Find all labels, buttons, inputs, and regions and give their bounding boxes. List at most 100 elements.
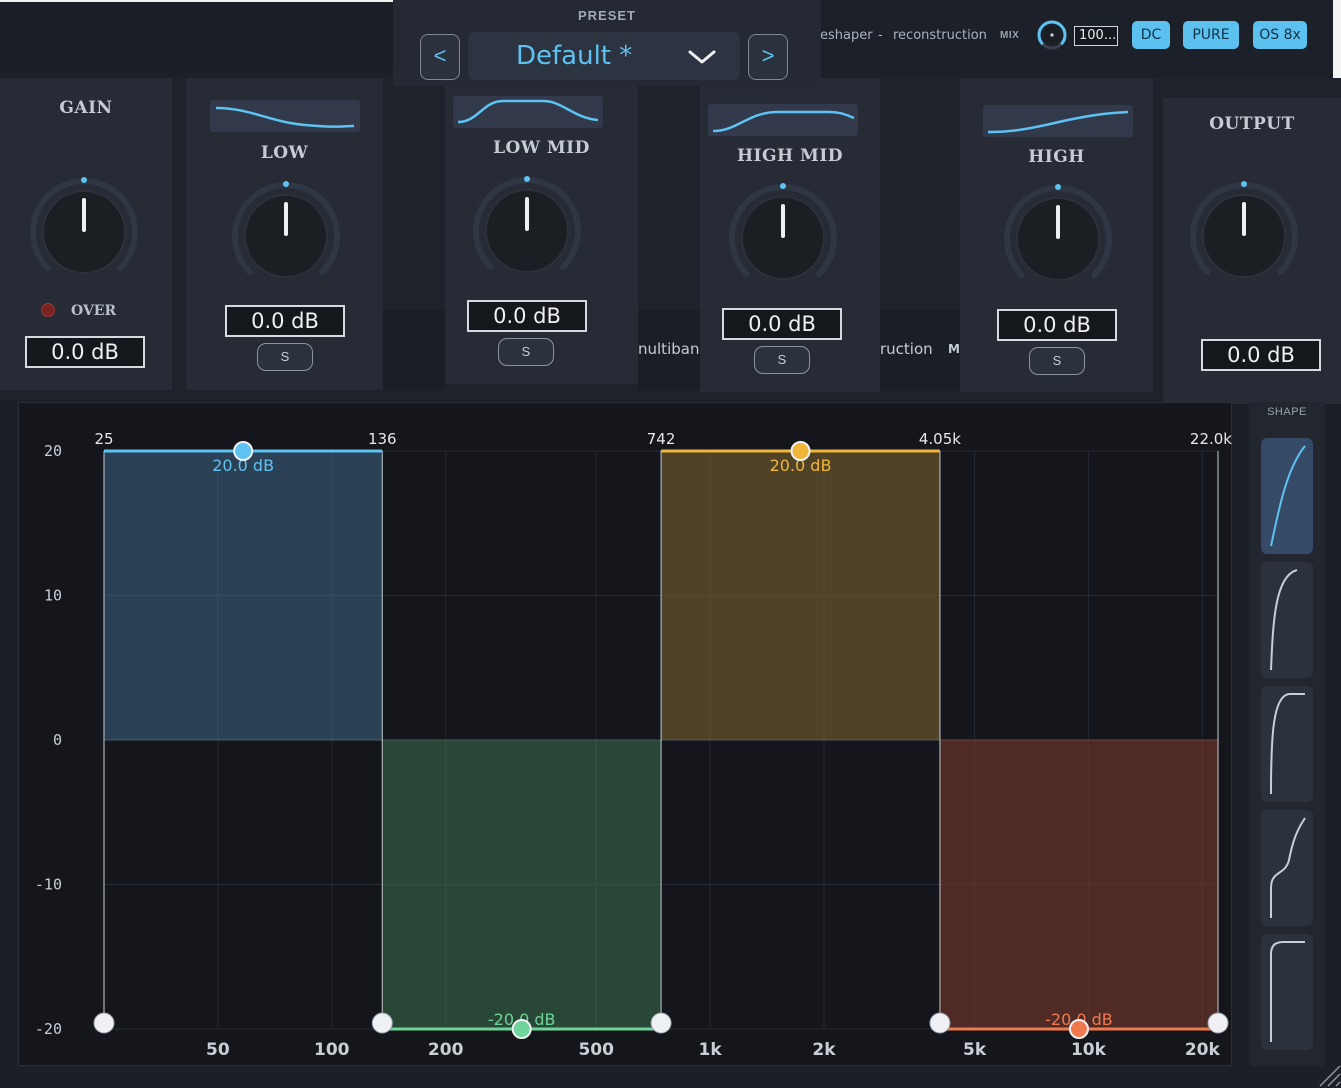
solo-button-low[interactable]: S	[257, 343, 313, 371]
mix-label: MIX	[1000, 30, 1020, 41]
gain-knob[interactable]	[26, 174, 142, 290]
window-edge	[1333, 0, 1341, 78]
band-area-low-mid	[382, 740, 662, 1029]
band-gain-handle[interactable]	[790, 441, 811, 461]
x-tick-label: 500	[578, 1040, 614, 1060]
x-tick-label: 1k	[699, 1040, 723, 1060]
mix-value-field[interactable]: 100...	[1074, 26, 1118, 46]
preset-dropdown[interactable]: Default *	[468, 32, 740, 80]
band-knob-high-mid[interactable]	[725, 180, 841, 296]
band-title-high-mid: HIGH MID	[736, 146, 844, 166]
band-value-field-low[interactable]: 0.0 dB	[225, 305, 345, 337]
background-panel: nultibanc	[638, 310, 700, 390]
pure-button[interactable]: PURE	[1183, 21, 1239, 49]
shape-option-1[interactable]	[1261, 438, 1313, 554]
x-tick-label: 10k	[1071, 1040, 1107, 1060]
band-controls: nultibanc ruction M GAIN OVER 0.0 dB LOW…	[0, 78, 1341, 404]
band-title-high: HIGH	[1028, 147, 1085, 167]
x-tick-label: 200	[428, 1040, 464, 1060]
shape-option-5[interactable]	[1261, 934, 1313, 1050]
resize-grip-icon[interactable]	[1316, 1062, 1341, 1088]
band-graph[interactable]: 20.0 dB -20.0 dB 20.0 dB -20.0 dB 25 136 742 4.…	[18, 402, 1232, 1066]
shape-curve-icon	[1270, 445, 1306, 547]
band-value-field-high[interactable]: 0.0 dB	[997, 309, 1117, 341]
crossover-label: 22.0k	[1190, 430, 1232, 448]
output-panel: OUTPUT 0.0 dB	[1163, 98, 1341, 404]
x-tick-label: 50	[206, 1040, 230, 1060]
shape-option-2[interactable]	[1261, 562, 1313, 678]
band-panel-high: HIGH 0.0 dB S	[960, 78, 1153, 392]
band-knob-low-mid[interactable]	[469, 173, 585, 289]
gain-title: GAIN	[59, 98, 113, 118]
crossover-handle[interactable]	[93, 1012, 115, 1034]
crossover-handle[interactable]	[929, 1012, 951, 1034]
band-curve-icon	[453, 96, 603, 128]
shape-label: SHAPE	[1267, 406, 1307, 418]
crossover-handle[interactable]	[650, 1012, 672, 1034]
band-value-field-high-mid[interactable]: 0.0 dB	[722, 308, 842, 340]
shape-curve-icon	[1270, 941, 1305, 1042]
band-value-field-low-mid[interactable]: 0.0 dB	[467, 300, 587, 332]
output-knob[interactable]	[1186, 178, 1302, 294]
gain-value-field[interactable]: 0.0 dB	[25, 336, 145, 368]
background-text: M	[948, 342, 960, 356]
x-tick-label: 20k	[1185, 1040, 1221, 1060]
shape-option-3[interactable]	[1261, 686, 1313, 802]
background-panel	[383, 310, 445, 390]
output-value-field[interactable]: 0.0 dB	[1201, 339, 1321, 371]
band-gain-handle[interactable]	[1068, 1019, 1089, 1039]
shape-option-4[interactable]	[1261, 810, 1313, 926]
band-gain-label: 20.0 dB	[212, 456, 274, 475]
gain-panel: GAIN OVER 0.0 dB	[0, 78, 172, 390]
preset-name: Default *	[516, 41, 633, 71]
shape-curve-icon	[1270, 817, 1306, 918]
band-area-low	[104, 451, 383, 740]
x-tick-label: 100	[314, 1040, 350, 1060]
band-panel-low: LOW 0.0 dB S	[186, 78, 383, 390]
chain-item-waveshaper[interactable]: eshaper	[820, 28, 873, 43]
preset-prev-button[interactable]: <	[420, 34, 460, 80]
background-text: ruction	[880, 340, 933, 358]
shape-curve-icon	[1270, 693, 1305, 795]
preset-next-button[interactable]: >	[748, 34, 788, 80]
oversampling-button[interactable]: OS 8x	[1253, 21, 1307, 49]
y-tick-label: 0	[53, 731, 62, 749]
solo-button-low-mid[interactable]: S	[498, 338, 554, 366]
dc-button[interactable]: DC	[1132, 21, 1170, 49]
chevron-down-icon	[688, 50, 716, 64]
shape-panel: SHAPE	[1249, 402, 1325, 1066]
y-tick-label: 10	[44, 587, 62, 605]
band-area-high	[939, 740, 1218, 1029]
top-bar-left	[0, 0, 395, 70]
band-curve-icon	[210, 100, 360, 132]
band-title-low-mid: LOW MID	[493, 138, 590, 158]
solo-button-high-mid[interactable]: S	[754, 346, 810, 374]
mix-knob[interactable]	[1036, 19, 1068, 51]
shape-curve-icon	[1270, 569, 1298, 671]
band-curve-icon	[983, 105, 1133, 137]
crossover-label: 742	[647, 430, 676, 448]
band-knob-high[interactable]	[1000, 181, 1116, 297]
band-area-high-mid	[661, 451, 940, 740]
crossover-label: 25	[94, 430, 113, 448]
over-led	[41, 303, 55, 317]
band-gain-handle[interactable]	[233, 441, 254, 461]
crossover-handle[interactable]	[1207, 1012, 1229, 1034]
chain-separator: -	[878, 28, 883, 43]
x-tick-label: 5k	[963, 1040, 987, 1060]
band-gain-label: 20.0 dB	[770, 456, 832, 475]
y-tick-label: 20	[44, 442, 62, 460]
output-title: OUTPUT	[1209, 114, 1295, 134]
y-tick-label: -20	[35, 1020, 62, 1038]
background-text: nultibanc	[638, 340, 700, 358]
band-knob-low[interactable]	[228, 178, 344, 294]
chain-item-reconstruction[interactable]: reconstruction	[893, 28, 987, 43]
preset-label: PRESET	[577, 8, 636, 23]
crossover-label: 4.05k	[919, 430, 961, 448]
band-gain-handle[interactable]	[511, 1019, 532, 1039]
crossover-label: 136	[368, 430, 397, 448]
solo-button-high[interactable]: S	[1029, 347, 1085, 375]
crossover-handle[interactable]	[371, 1012, 393, 1034]
band-curve-icon	[708, 104, 858, 136]
